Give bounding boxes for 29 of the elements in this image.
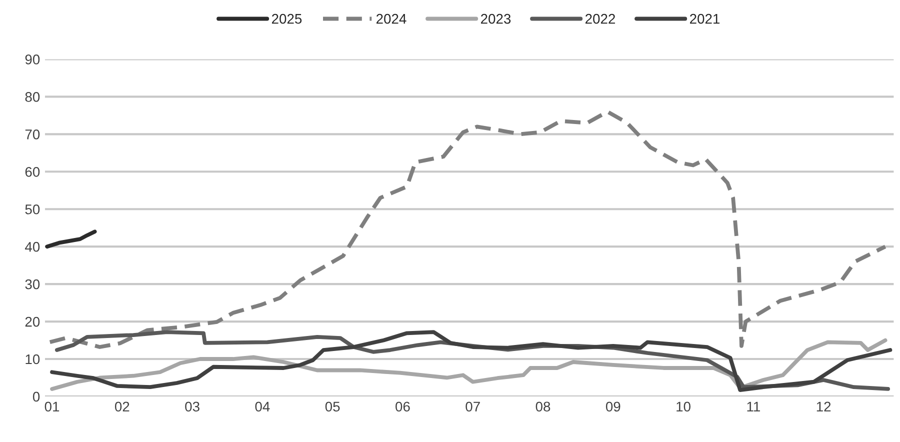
line-series (45, 230, 97, 249)
x-tick-label: 11 (747, 402, 760, 412)
y-tick-label: 90 (25, 54, 40, 64)
x-tick-label: 04 (255, 402, 270, 412)
x-tick-label: 03 (185, 402, 200, 412)
legend-label: 2022 (585, 14, 615, 24)
x-tick-label: 09 (606, 402, 620, 412)
legend-label: 2024 (376, 14, 406, 24)
y-tick-label: 60 (25, 166, 40, 177)
y-tick-label: 50 (25, 204, 40, 214)
x-tick-label: 12 (816, 402, 831, 412)
line-series (48, 110, 888, 349)
x-tick-label: 02 (114, 402, 130, 412)
x-tick-label: 10 (676, 402, 690, 412)
x-tick-label: 06 (396, 402, 410, 412)
y-tick-label: 20 (25, 316, 40, 327)
legend-label: 2023 (480, 14, 511, 24)
x-tick-label: 07 (466, 402, 480, 412)
legend-label: 2025 (272, 14, 302, 24)
legend-label: 2021 (690, 14, 720, 24)
x-tick-label: 08 (536, 402, 550, 412)
y-tick-label: 70 (25, 130, 40, 140)
y-tick-label: 30 (25, 279, 40, 290)
y-tick-label: 80 (25, 92, 40, 102)
x-tick-label: 05 (325, 402, 340, 412)
y-tick-label: 0 (32, 392, 40, 402)
y-tick-label: 10 (26, 354, 40, 364)
x-tick-label: 01 (44, 402, 60, 412)
y-tick-label: 40 (25, 242, 40, 252)
